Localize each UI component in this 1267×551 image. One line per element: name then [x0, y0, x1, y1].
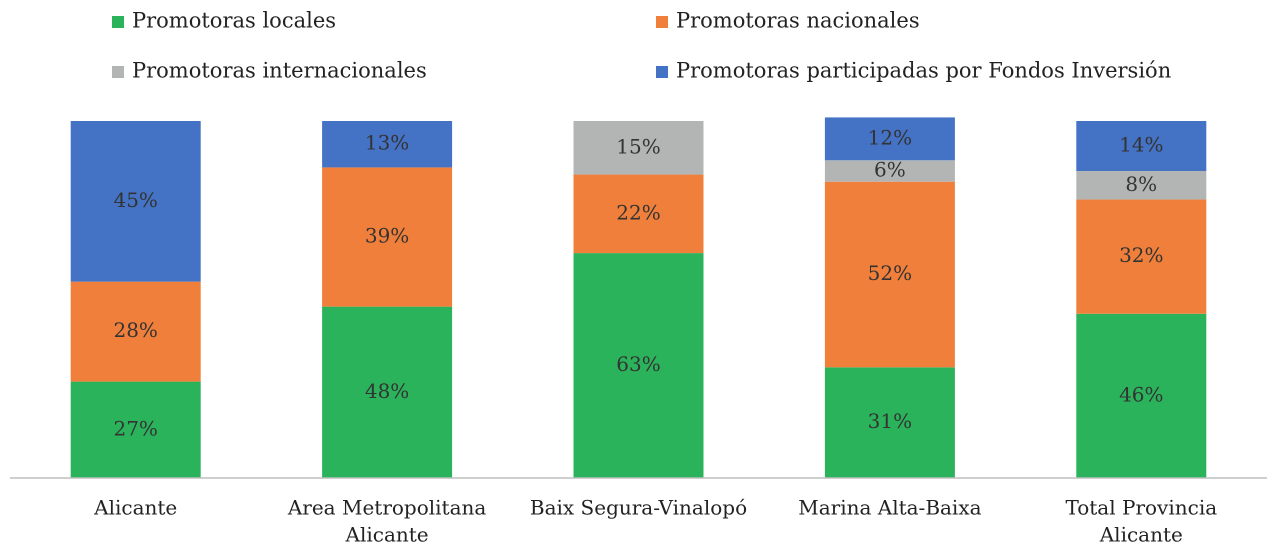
x-tick-label: Baix Segura-Vinalopó	[530, 496, 747, 520]
bar-segment	[1076, 199, 1207, 314]
legend-label: Promotoras nacionales	[676, 9, 920, 33]
bar-segment	[70, 121, 201, 282]
x-tick-label: Total Provincia	[1065, 496, 1217, 520]
bar-segment	[824, 160, 955, 182]
bar-segment	[1076, 313, 1207, 478]
data-label: 63%	[616, 352, 660, 376]
legend-label: Promotoras locales	[132, 9, 336, 33]
data-label: 13%	[365, 131, 409, 155]
bar-segment	[322, 121, 453, 168]
bar-segment	[824, 181, 955, 368]
legend-swatch	[112, 66, 124, 78]
x-tick-label: Alicante	[1099, 523, 1183, 547]
bar-segment	[573, 121, 704, 175]
legend-swatch	[112, 16, 124, 28]
data-label: 32%	[1119, 243, 1163, 267]
data-label: 15%	[616, 134, 660, 158]
bar-segment	[573, 174, 704, 254]
data-label: 28%	[113, 318, 157, 342]
bar-segment	[322, 167, 453, 307]
bar-segment	[70, 381, 201, 478]
bar-segment	[824, 117, 955, 161]
x-tick-label: Alicante	[93, 496, 177, 520]
x-tick-label: Marina Alta-Baixa	[798, 496, 981, 520]
bar-segment	[322, 306, 453, 478]
data-label: 45%	[113, 188, 157, 212]
data-label: 12%	[868, 125, 912, 149]
bar-segment	[1076, 170, 1207, 200]
data-label: 46%	[1119, 382, 1163, 406]
x-tick-label: Alicante	[345, 523, 429, 547]
data-label: 6%	[874, 157, 906, 181]
data-label: 48%	[365, 379, 409, 403]
bar-segment	[573, 253, 704, 478]
data-label: 52%	[868, 261, 912, 285]
legend-swatch	[656, 16, 668, 28]
data-label: 14%	[1119, 132, 1163, 156]
bar-segment	[70, 281, 201, 382]
bar-segment	[824, 367, 955, 478]
legend-swatch	[656, 66, 668, 78]
data-label: 31%	[868, 409, 912, 433]
data-label: 27%	[113, 416, 157, 440]
bar-segment	[1076, 121, 1207, 171]
data-label: 8%	[1125, 172, 1157, 196]
x-tick-label: Area Metropolitana	[287, 496, 487, 520]
data-label: 22%	[616, 200, 660, 224]
legend-label: Promotoras participadas por Fondos Inver…	[676, 59, 1171, 83]
data-label: 39%	[365, 224, 409, 248]
legend-label: Promotoras internacionales	[132, 59, 427, 83]
